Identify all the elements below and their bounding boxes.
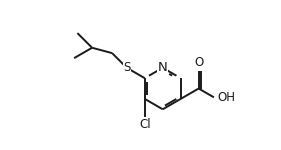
Text: Cl: Cl: [139, 118, 151, 131]
Text: N: N: [158, 61, 167, 74]
Text: O: O: [194, 56, 203, 69]
Text: S: S: [123, 61, 130, 74]
Text: OH: OH: [217, 91, 235, 104]
